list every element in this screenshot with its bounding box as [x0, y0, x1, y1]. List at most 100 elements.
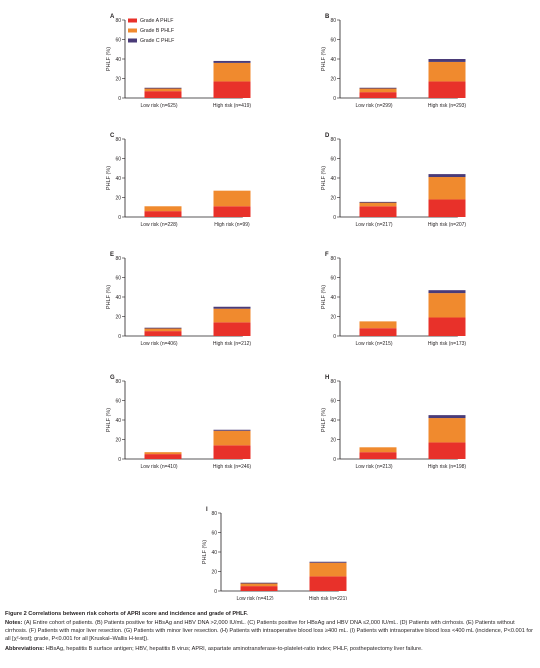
chart-canvas: A 0 20 40 60 80 PHLF (%) Low risk (n=625) High r… — [106, 14, 466, 600]
x-tick-label: Low risk (n=406) — [140, 341, 177, 347]
y-tick-label: 40 — [330, 57, 336, 63]
bar-grade-a-phlf-1 — [213, 445, 251, 459]
bar-grade-b-phlf-1 — [213, 308, 251, 323]
bar-grade-a-phlf-1 — [428, 199, 466, 217]
legend-swatch — [128, 38, 137, 43]
bar-grade-b-phlf-1 — [213, 190, 251, 207]
bar-grade-c-phlf-1 — [428, 174, 466, 178]
y-tick-label: 0 — [214, 589, 217, 595]
chart-panel-b: B 0 20 40 60 80 PHLF (%) Low risk (n=299) High r… — [321, 14, 466, 109]
bar-grade-b-phlf-0 — [144, 328, 182, 332]
bar-grade-b-phlf-1 — [213, 62, 251, 82]
abbreviations-label: Abbreviations: — [5, 646, 45, 652]
x-tick-label: High risk (n=173) — [428, 341, 467, 347]
panel-letter: E — [110, 252, 114, 258]
abbreviations-text: HBsAg, hepatitis B surface antigen; HBV,… — [44, 646, 423, 652]
bar-grade-c-phlf-0 — [144, 87, 182, 89]
y-axis-label: PHLF (%) — [321, 47, 327, 71]
y-tick-label: 80 — [330, 137, 336, 143]
y-tick-label: 60 — [115, 37, 121, 43]
bar-grade-b-phlf-0 — [359, 321, 397, 329]
y-axis-label: PHLF (%) — [106, 408, 112, 432]
legend-label: Grade B PHLF — [140, 28, 174, 34]
y-tick-label: 20 — [115, 195, 121, 201]
y-tick-label: 60 — [330, 398, 336, 404]
x-tick-label: Low risk (n=412) — [236, 596, 273, 600]
y-tick-label: 60 — [115, 398, 121, 404]
y-tick-label: 0 — [333, 96, 336, 102]
notes-label: Notes: — [5, 620, 23, 626]
y-tick-label: 20 — [330, 314, 336, 320]
chart-panel-e: E 0 20 40 60 80 PHLF (%) Low risk (n=406) High r… — [106, 252, 251, 347]
y-axis-label: PHLF (%) — [202, 540, 208, 564]
y-tick-label: 40 — [115, 176, 121, 182]
y-tick-label: 20 — [115, 314, 121, 320]
bar-grade-b-phlf-1 — [428, 293, 466, 318]
legend-swatch — [128, 18, 137, 23]
y-tick-label: 40 — [330, 295, 336, 301]
bar-grade-a-phlf-0 — [359, 328, 397, 336]
y-tick-label: 20 — [115, 76, 121, 82]
bar-grade-c-phlf-1 — [309, 561, 347, 563]
legend-swatch — [128, 28, 137, 33]
x-tick-label: High risk (n=99) — [214, 222, 250, 228]
chart-panel-d: D 0 20 40 60 80 PHLF (%) Low risk (n=217) High r… — [321, 133, 466, 228]
bar-grade-b-phlf-1 — [428, 61, 466, 82]
bar-grade-b-phlf-1 — [309, 562, 347, 577]
panel-letter: D — [325, 133, 330, 139]
chart-panel-c: C 0 20 40 60 80 PHLF (%) Low risk (n=228) High r… — [106, 133, 251, 228]
x-tick-label: High risk (n=246) — [213, 464, 252, 470]
chart-panel-i: I 0 20 40 60 80 PHLF (%) Low risk (n=412) High r… — [202, 507, 347, 600]
y-tick-label: 20 — [330, 437, 336, 443]
bar-grade-c-phlf-0 — [359, 87, 397, 89]
y-tick-label: 40 — [115, 57, 121, 63]
y-axis-label: PHLF (%) — [106, 285, 112, 309]
y-tick-label: 0 — [118, 457, 121, 463]
y-axis-label: PHLF (%) — [321, 166, 327, 190]
chart-panel-g: G 0 20 40 60 80 PHLF (%) Low risk (n=410) High r… — [106, 375, 251, 470]
bar-grade-a-phlf-1 — [213, 206, 251, 217]
y-tick-label: 0 — [333, 457, 336, 463]
legend-label: Grade C PHLF — [140, 38, 174, 44]
y-tick-label: 60 — [115, 275, 121, 281]
figure-panels: A 0 20 40 60 80 PHLF (%) Low risk (n=625) High r… — [106, 14, 466, 600]
x-tick-label: High risk (n=207) — [428, 222, 467, 228]
bar-grade-a-phlf-1 — [213, 81, 251, 98]
y-tick-label: 80 — [330, 18, 336, 24]
y-tick-label: 60 — [115, 156, 121, 162]
x-tick-label: Low risk (n=410) — [140, 464, 177, 470]
y-tick-label: 80 — [115, 137, 121, 143]
bar-grade-a-phlf-0 — [144, 91, 182, 98]
figure-caption-abbreviations: Abbreviations: HBsAg, hepatitis B surfac… — [5, 645, 535, 653]
bar-grade-a-phlf-1 — [213, 322, 251, 336]
legend-label: Grade A PHLF — [140, 18, 173, 24]
x-tick-label: High risk (n=419) — [213, 103, 252, 109]
bar-grade-a-phlf-0 — [359, 92, 397, 98]
y-tick-label: 60 — [330, 37, 336, 43]
x-tick-label: High risk (n=293) — [428, 103, 467, 109]
chart-panel-f: F 0 20 40 60 80 PHLF (%) Low risk (n=215) High r… — [321, 252, 466, 347]
y-tick-label: 40 — [330, 176, 336, 182]
x-tick-label: Low risk (n=228) — [140, 222, 177, 228]
bar-grade-b-phlf-1 — [428, 418, 466, 443]
y-tick-label: 20 — [211, 569, 217, 575]
bar-grade-b-phlf-0 — [144, 206, 182, 212]
y-tick-label: 60 — [211, 530, 217, 536]
y-tick-label: 80 — [211, 511, 217, 517]
bar-grade-c-phlf-1 — [213, 306, 251, 309]
bar-grade-b-phlf-1 — [428, 177, 466, 200]
panel-letter: B — [325, 14, 330, 20]
y-tick-label: 0 — [333, 215, 336, 221]
panel-letter: A — [110, 14, 115, 20]
y-tick-label: 80 — [115, 256, 121, 262]
y-tick-label: 0 — [333, 334, 336, 340]
notes-text: (A) Entire cohort of patients. (B) Patie… — [5, 620, 533, 642]
panel-letter: F — [325, 252, 329, 258]
y-tick-label: 40 — [330, 418, 336, 424]
figure-caption-notes: Notes: (A) Entire cohort of patients. (B… — [5, 619, 535, 643]
bar-grade-b-phlf-0 — [240, 583, 278, 587]
bar-grade-a-phlf-1 — [309, 576, 347, 591]
bar-grade-b-phlf-1 — [213, 430, 251, 446]
y-tick-label: 80 — [115, 379, 121, 385]
y-tick-label: 80 — [330, 256, 336, 262]
